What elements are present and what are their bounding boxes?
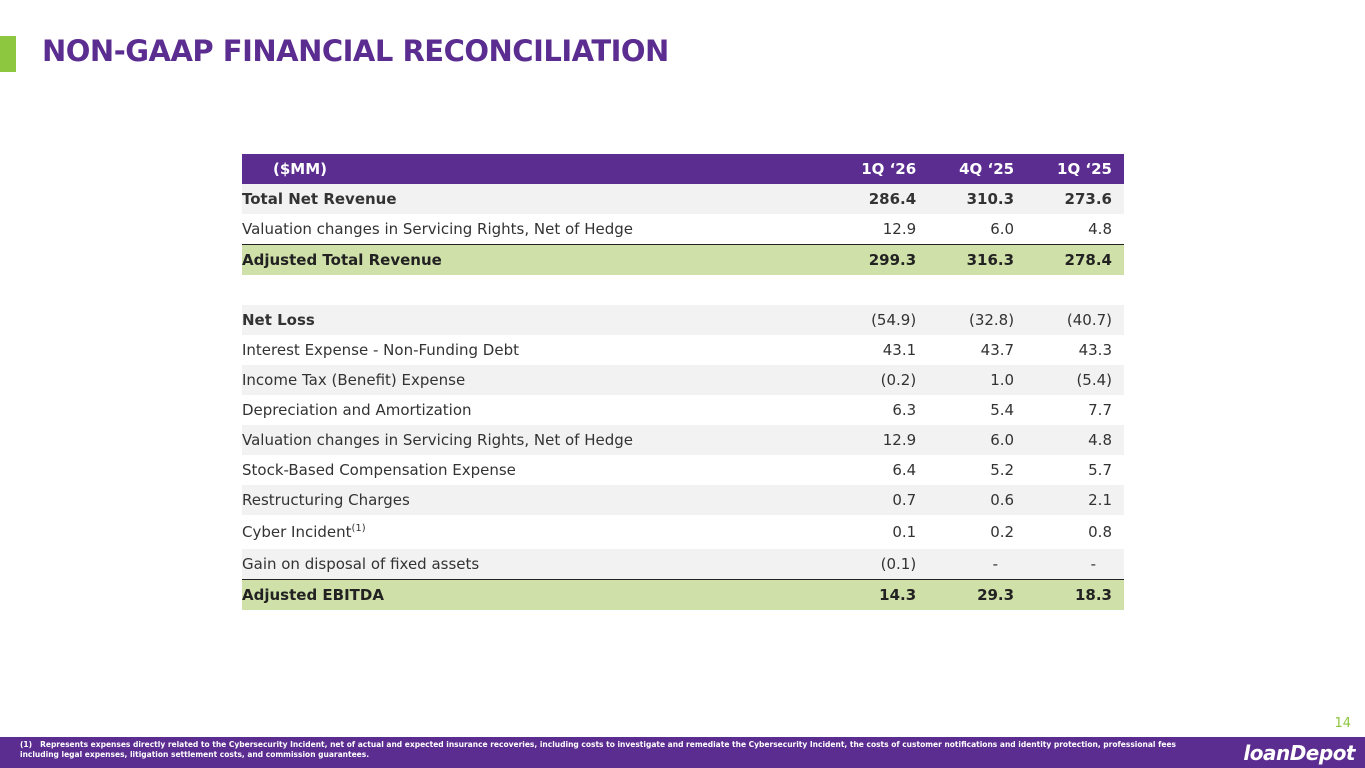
table-row-valuation-changes-revenue: Valuation changes in Servicing Rights, N… [242,214,1124,245]
row-value: 0.1 [830,515,929,549]
row-value: 7.7 [1026,395,1124,425]
row-value: (5.4) [1026,365,1124,395]
row-label: Valuation changes in Servicing Rights, N… [242,214,831,245]
row-value: 5.4 [928,395,1027,425]
header-col-1q25: 1Q ‘25 [1026,154,1124,184]
row-label: Interest Expense - Non-Funding Debt [242,335,831,365]
row-label: Gain on disposal of fixed assets [242,549,831,580]
row-value: 0.7 [830,485,929,515]
table-row-stock-based-compensation: Stock-Based Compensation Expense 6.4 5.2… [242,455,1124,485]
loandepot-logo: loanDepot [1243,741,1355,765]
page-number: 14 [1334,716,1351,731]
table-spacer-row [242,275,1124,305]
row-label: Valuation changes in Servicing Rights, N… [242,425,831,455]
row-value: 2.1 [1026,485,1124,515]
table-row-cyber-incident: Cyber Incident(1) 0.1 0.2 0.8 [242,515,1124,549]
row-value: - [1026,549,1124,580]
footnote-text: Represents expenses directly related to … [20,740,1177,759]
row-label: Depreciation and Amortization [242,395,831,425]
row-label: Adjusted EBITDA [242,579,831,610]
table-row-depreciation: Depreciation and Amortization 6.3 5.4 7.… [242,395,1124,425]
row-value: 1.0 [928,365,1027,395]
row-value: (0.2) [830,365,929,395]
footer-band [0,737,1365,768]
row-value: 273.6 [1026,184,1124,214]
row-label: Cyber Incident(1) [242,515,831,549]
row-value: - [928,549,1027,580]
row-value: 5.7 [1026,455,1124,485]
row-value: (0.1) [830,549,929,580]
table-row-adjusted-ebitda: Adjusted EBITDA 14.3 29.3 18.3 [242,579,1124,610]
row-value: (54.9) [830,305,929,335]
row-value: 6.3 [830,395,929,425]
page-title: NON-GAAP FINANCIAL RECONCILIATION [42,34,669,68]
header-col-4q25: 4Q ‘25 [928,154,1027,184]
row-value: 43.7 [928,335,1027,365]
row-value: 286.4 [830,184,929,214]
header-units-label: ($MM) [242,154,831,184]
footnote-reference: (1) [351,523,366,534]
table-row-income-tax: Income Tax (Benefit) Expense (0.2) 1.0 (… [242,365,1124,395]
row-value: 316.3 [928,244,1027,275]
table-row-adjusted-total-revenue: Adjusted Total Revenue 299.3 316.3 278.4 [242,244,1124,275]
row-label: Total Net Revenue [242,184,831,214]
footnote-marker: (1) [20,740,33,749]
row-label: Stock-Based Compensation Expense [242,455,831,485]
row-value: 18.3 [1026,579,1124,610]
row-value: 29.3 [928,579,1027,610]
row-label: Restructuring Charges [242,485,831,515]
row-value: (32.8) [928,305,1027,335]
footnote: (1) Represents expenses directly related … [20,740,1200,760]
title-accent-bar [0,36,16,72]
row-value: 0.8 [1026,515,1124,549]
row-label: Income Tax (Benefit) Expense [242,365,831,395]
row-value: 43.1 [830,335,929,365]
header-col-1q26: 1Q ‘26 [830,154,929,184]
table-row-total-net-revenue: Total Net Revenue 286.4 310.3 273.6 [242,184,1124,214]
row-value: 0.6 [928,485,1027,515]
table-header-row: ($MM) 1Q ‘26 4Q ‘25 1Q ‘25 [242,154,1124,184]
reconciliation-table: ($MM) 1Q ‘26 4Q ‘25 1Q ‘25 Total Net Rev… [242,154,1124,610]
row-label: Adjusted Total Revenue [242,244,831,275]
row-value: 6.0 [928,214,1027,245]
row-value: 12.9 [830,214,929,245]
row-value: 4.8 [1026,425,1124,455]
row-value: 12.9 [830,425,929,455]
table-row-net-loss: Net Loss (54.9) (32.8) (40.7) [242,305,1124,335]
row-value: 6.0 [928,425,1027,455]
row-value: 6.4 [830,455,929,485]
table-row-valuation-changes-ebitda: Valuation changes in Servicing Rights, N… [242,425,1124,455]
row-label: Net Loss [242,305,831,335]
row-value: 0.2 [928,515,1027,549]
row-value: 4.8 [1026,214,1124,245]
row-value: 278.4 [1026,244,1124,275]
row-value: 310.3 [928,184,1027,214]
table-row-gain-on-disposal: Gain on disposal of fixed assets (0.1) -… [242,549,1124,580]
row-value: (40.7) [1026,305,1124,335]
row-value: 43.3 [1026,335,1124,365]
table-row-restructuring-charges: Restructuring Charges 0.7 0.6 2.1 [242,485,1124,515]
table-row-interest-expense: Interest Expense - Non-Funding Debt 43.1… [242,335,1124,365]
row-value: 14.3 [830,579,929,610]
row-value: 5.2 [928,455,1027,485]
row-value: 299.3 [830,244,929,275]
